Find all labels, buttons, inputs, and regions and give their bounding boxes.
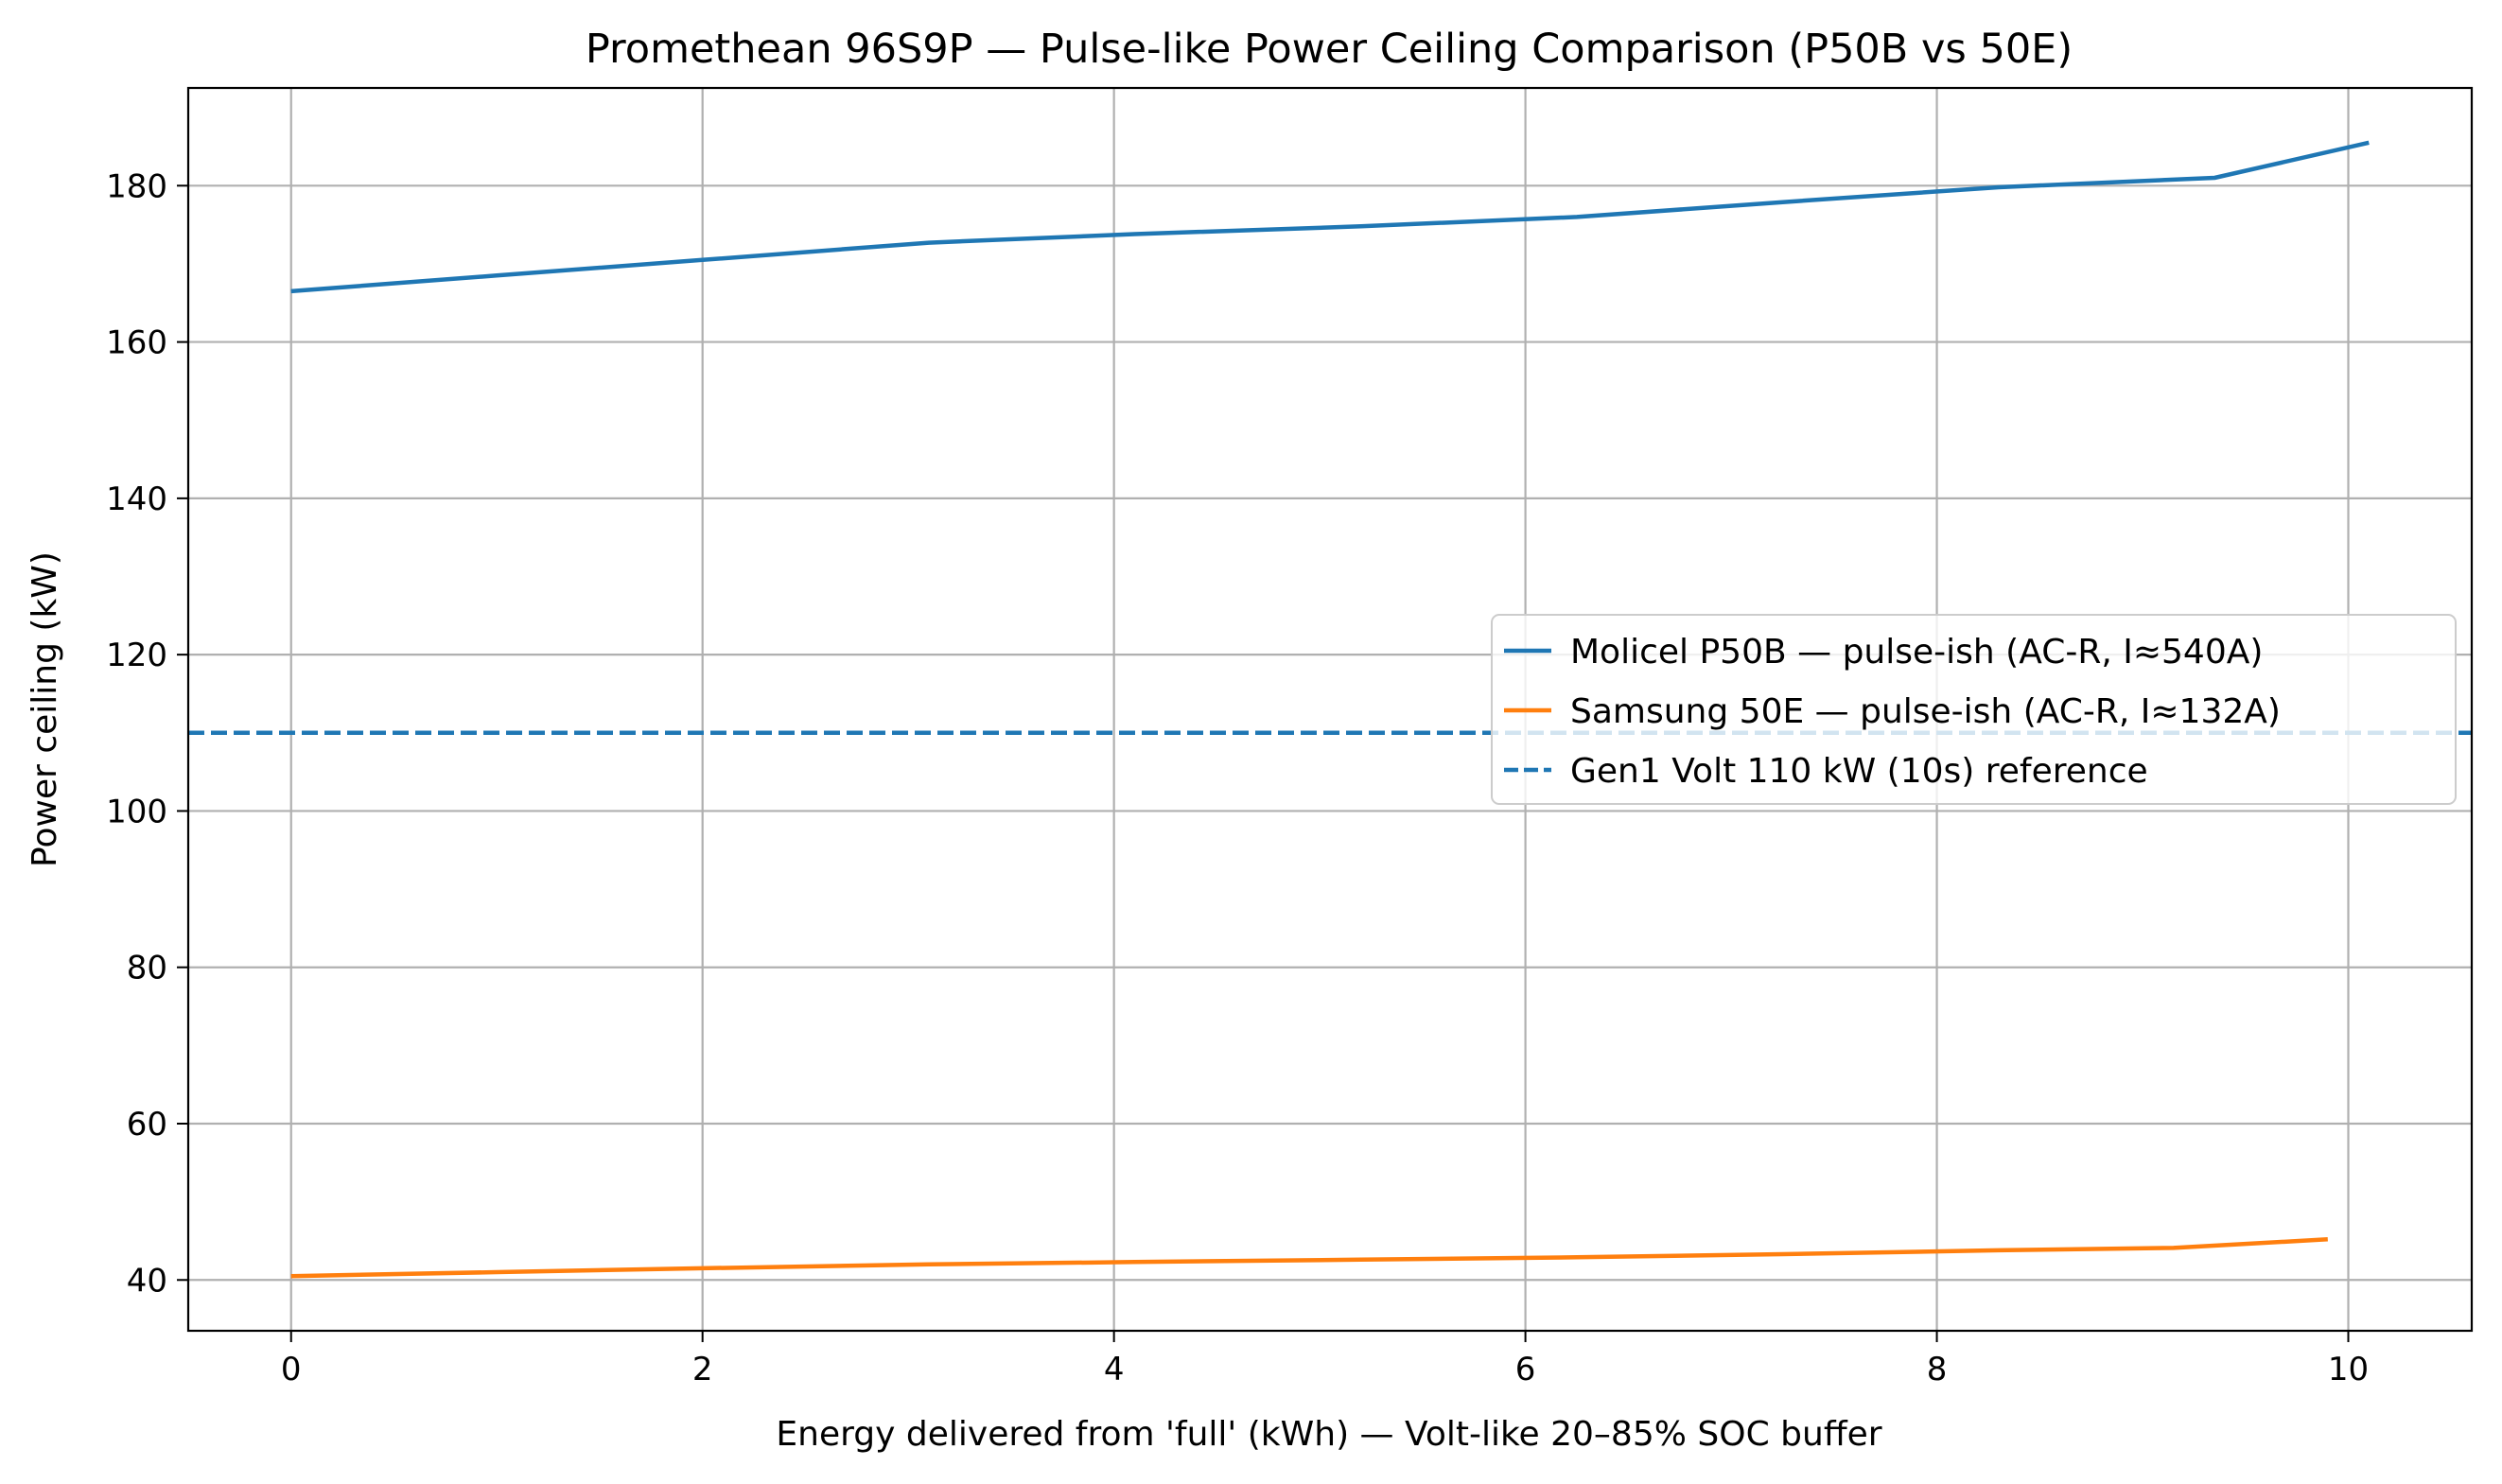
y-tick-label: 160 (106, 324, 167, 362)
plot-area-frame (186, 86, 2474, 1333)
x-tick-label: 8 (1927, 1351, 1948, 1388)
legend-label: Gen1 Volt 110 kW (10s) reference (1570, 752, 2148, 791)
y-tick-label: 60 (127, 1106, 167, 1144)
x-tick-label: 10 (2328, 1351, 2369, 1388)
chart-title: Promethean 96S9P — Pulse-like Power Ceil… (586, 26, 2073, 73)
legend-label: Molicel P50B — pulse-ish (AC-R, I≈540A) (1570, 633, 2263, 672)
y-tick-label: 120 (106, 637, 167, 674)
x-axis-ticks: 0 2 4 6 8 10 (281, 1331, 2369, 1388)
x-tick-label: 6 (1515, 1351, 1536, 1388)
series-layer (290, 140, 2370, 1279)
legend-box (1491, 614, 2457, 805)
x-axis-label: Energy delivered from 'full' (kWh) — Vol… (776, 1415, 1881, 1454)
legend-items: Molicel P50B — pulse-ish (AC-R, I≈540A) S… (1504, 633, 2281, 791)
y-tick-label: 140 (106, 480, 167, 518)
y-tick-label: 180 (106, 167, 167, 205)
series-line-1 (290, 1237, 2328, 1279)
series-line-0 (290, 140, 2370, 294)
y-tick-label: 80 (127, 950, 167, 987)
y-axis-label: Power ceiling (kW) (26, 551, 64, 867)
x-tick-label: 2 (692, 1351, 713, 1388)
y-tick-label: 40 (127, 1262, 167, 1300)
legend: Molicel P50B — pulse-ish (AC-R, I≈540A) S… (1491, 614, 2457, 805)
y-axis-ticks: 40 60 80 100 120 140 160 180 (106, 167, 188, 1300)
legend-label: Samsung 50E — pulse-ish (AC-R, I≈132A) (1570, 692, 2281, 731)
x-tick-label: 0 (281, 1351, 302, 1388)
y-tick-label: 100 (106, 793, 167, 830)
x-tick-label: 4 (1104, 1351, 1125, 1388)
